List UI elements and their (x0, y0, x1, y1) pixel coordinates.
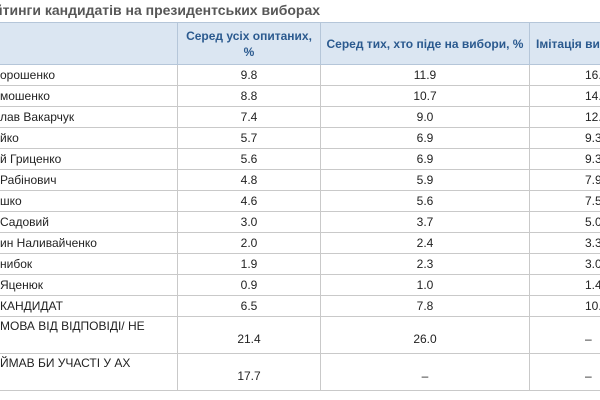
imitation-cell: 3.0 (529, 253, 600, 275)
imitation-cell: 10. (529, 295, 600, 317)
all-respondents-cell: 4.6 (177, 190, 321, 212)
candidate-name-cell: лав Вакарчук (0, 106, 178, 128)
likely-voters-cell: 1.0 (320, 274, 530, 296)
candidate-name-cell: Рабінович (0, 169, 178, 191)
candidate-name-cell: йко (0, 127, 178, 149)
candidate-name-cell: нибок (0, 253, 178, 275)
all-respondents-cell: 7.4 (177, 106, 321, 128)
imitation-cell: – (529, 316, 600, 354)
candidate-name-cell: Садовий (0, 211, 178, 233)
all-respondents-cell: 6.5 (177, 295, 321, 317)
candidate-name-cell: шко (0, 190, 178, 212)
imitation-cell: 3.3 (529, 232, 600, 254)
candidate-name-cell: мошенко (0, 85, 178, 107)
header-all-respondents: Серед усіх опитаних, % (177, 22, 321, 65)
all-respondents-cell: 2.0 (177, 232, 321, 254)
likely-voters-cell: 5.9 (320, 169, 530, 191)
table-row: МОВА ВІД ВІДПОВІДІ/ НЕ 21.4 26.0– (0, 316, 600, 354)
imitation-cell: 7.9 (529, 169, 600, 191)
all-respondents-cell: 8.8 (177, 85, 321, 107)
candidate-name-cell: Яценюк (0, 274, 178, 296)
table-row: ЙМАВ БИ УЧАСТІ У АХ 17.7– – (0, 353, 600, 391)
all-respondents-cell: 21.4 (177, 316, 321, 354)
all-respondents-cell: 17.7 (177, 353, 321, 391)
likely-voters-cell: 11.9 (320, 64, 530, 86)
all-respondents-cell: 9.8 (177, 64, 321, 86)
likely-voters-cell: 3.7 (320, 211, 530, 233)
all-respondents-cell: 1.9 (177, 253, 321, 275)
imitation-cell: 7.5 (529, 190, 600, 212)
candidate-name-cell: МОВА ВІД ВІДПОВІДІ/ НЕ (0, 316, 178, 354)
likely-voters-cell: 9.0 (320, 106, 530, 128)
header-candidate (0, 22, 178, 65)
candidate-name-cell: й Гриценко (0, 148, 178, 170)
likely-voters-cell: 2.3 (320, 253, 530, 275)
imitation-cell: 9.3 (529, 148, 600, 170)
imitation-cell: 9.3 (529, 127, 600, 149)
likely-voters-cell: 6.9 (320, 127, 530, 149)
imitation-cell: 14. (529, 85, 600, 107)
candidate-name-cell: ин Наливайченко (0, 232, 178, 254)
all-respondents-cell: 3.0 (177, 211, 321, 233)
all-respondents-cell: 5.7 (177, 127, 321, 149)
candidate-name-cell: орошенко (0, 64, 178, 86)
likely-voters-cell: 5.6 (320, 190, 530, 212)
header-imitation: Імітація ви (529, 22, 600, 65)
imitation-cell: – (529, 353, 600, 391)
all-respondents-cell: 4.8 (177, 169, 321, 191)
candidate-name-cell: ЙМАВ БИ УЧАСТІ У АХ (0, 353, 178, 391)
likely-voters-cell: 2.4 (320, 232, 530, 254)
imitation-cell: 16. (529, 64, 600, 86)
imitation-cell: 12. (529, 106, 600, 128)
likely-voters-cell: 6.9 (320, 148, 530, 170)
table-header-row: Серед усіх опитаних, % Серед тих, хто пі… (0, 22, 600, 65)
likely-voters-cell: 10.7 (320, 85, 530, 107)
imitation-cell: 5.0 (529, 211, 600, 233)
candidate-name-cell: КАНДИДАТ (0, 295, 178, 317)
likely-voters-cell: 7.8 (320, 295, 530, 317)
likely-voters-cell: 26.0 (320, 316, 530, 354)
ratings-table: Серед усіх опитаних, % Серед тих, хто пі… (0, 22, 600, 391)
likely-voters-cell: – (320, 353, 530, 391)
header-likely-voters: Серед тих, хто піде на вибори, % (320, 22, 530, 65)
all-respondents-cell: 5.6 (177, 148, 321, 170)
all-respondents-cell: 0.9 (177, 274, 321, 296)
imitation-cell: 1.4 (529, 274, 600, 296)
page-title: йтинги кандидатів на президентських вибо… (0, 2, 321, 18)
